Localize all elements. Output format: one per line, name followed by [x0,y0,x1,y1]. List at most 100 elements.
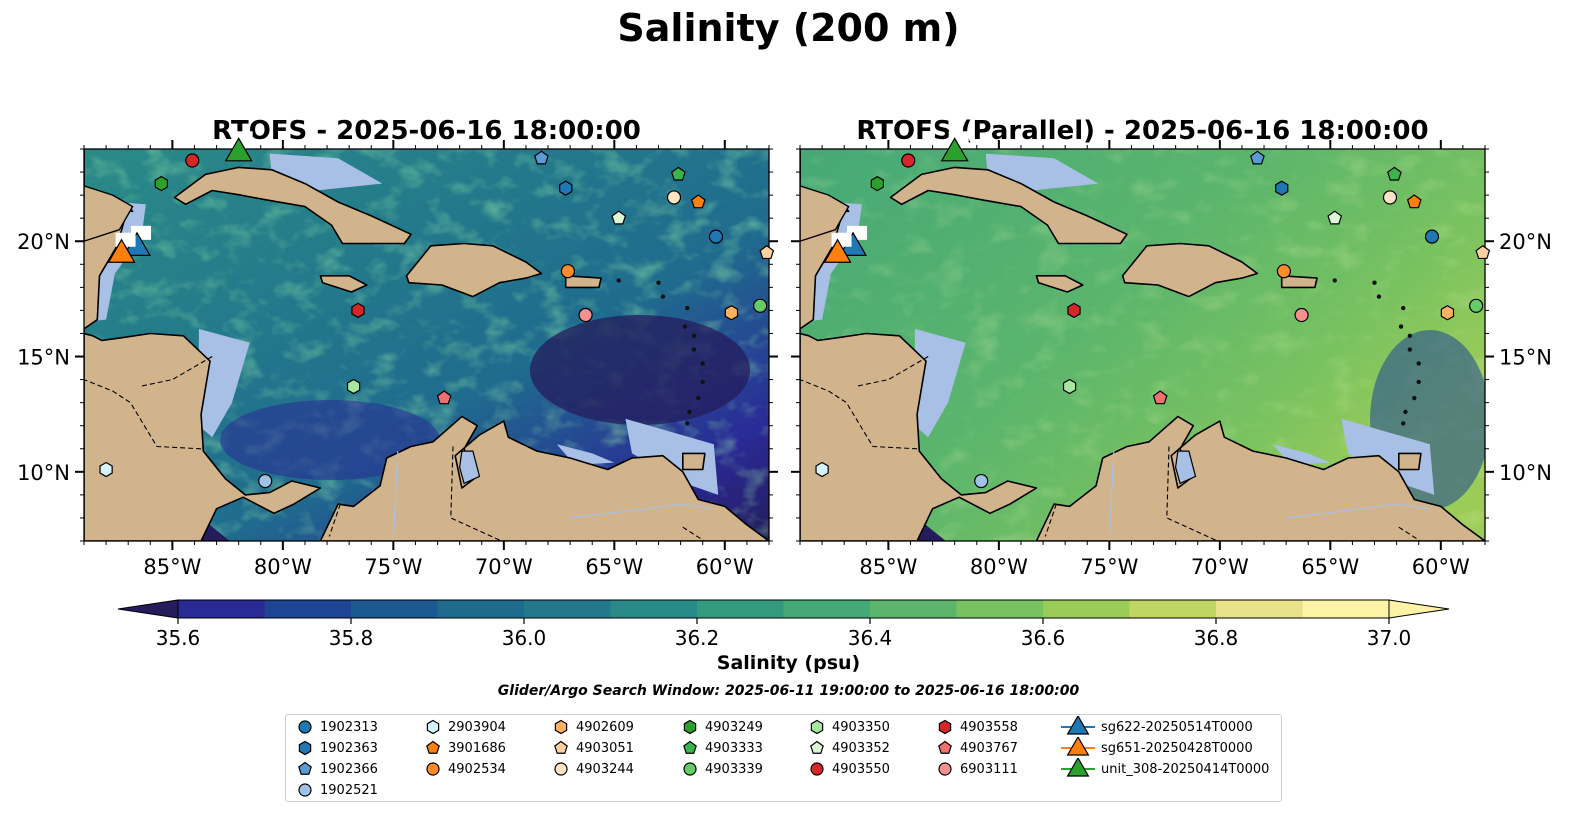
legend-marker-1902313 [298,720,312,734]
legend-label: 4903244 [576,761,634,777]
legend-glyph [426,762,440,776]
legend-label: 1902366 [320,761,378,777]
legend-item-4903350: 4903350 [808,717,890,737]
land-trinidad [681,452,706,471]
legend-item-3901686: 3901686 [424,738,506,758]
argo-marker-1902363 [559,180,573,196]
map-frame [799,148,1486,542]
argo-marker-2903904 [99,461,113,478]
legend-label: 6903111 [960,761,1018,777]
argo-marker-4902534 [1276,264,1292,279]
island-dot [1332,278,1337,283]
legend-marker-4903350 [810,719,824,735]
colorbar-frame [177,599,1390,619]
legend-label: 1902521 [320,782,378,798]
y-tick-label: 10°N [1499,461,1552,485]
legend-glyph [554,762,568,776]
land-trinidad [1398,452,1422,471]
x-tick-label: 75°W [1080,555,1138,579]
argo-marker-1902521 [258,473,273,489]
colorbar-bin [437,600,525,618]
argo-marker-4903249 [870,175,885,192]
river [1286,503,1430,519]
colorbar-bin [1302,600,1390,618]
land-puertorico [1280,274,1318,289]
argo-marker-1902366 [534,150,549,165]
legend-marker-4902609 [554,719,568,735]
legend-glyph [426,719,440,735]
legend-marker-1902521 [298,783,312,797]
island-dot [700,379,705,385]
argo-marker-4903249 [154,175,168,192]
land-hispaniola [1121,242,1259,298]
argo-marker-1902366 [1250,150,1265,165]
island-dot [682,324,688,329]
legend-marker-4903558 [938,719,952,735]
legend-item-1902363: 1902363 [296,738,378,758]
legend-marker-3901686 [426,740,440,754]
colorbar: 35.6 35.8 36.0 36.2 36.4 36.6 36.8 37.0 [117,599,1450,650]
shallow-shelf [198,328,250,438]
legend-label: unit_308-20250414T0000 [1101,761,1270,777]
land-jamaica [319,274,368,293]
land-cuba [173,166,412,245]
legend-label: 4903350 [832,719,890,735]
country-border [328,503,341,537]
legend-item-sg651-20250428T0000: sg651-20250428T0000 [1061,737,1253,758]
legend-glyph [683,719,697,735]
legend-marker-4903550 [810,762,824,776]
island-dot [685,421,690,426]
glider-marker-unit_308-20250414T0000 [940,137,969,162]
argo-marker-6903111 [578,307,593,323]
legend-item-6903111: 6903111 [936,759,1018,779]
legend-label: 4903352 [832,740,890,756]
legend-label: 4902609 [576,719,634,735]
legend-marker-4903333 [683,740,697,754]
country-border [1044,503,1057,537]
legend-item-4903352: 4903352 [808,738,890,758]
legend-marker-6903111 [938,762,952,776]
legend-label: 4903333 [705,740,763,756]
argo-marker-3901686 [690,194,706,209]
fresh-water-core [220,400,440,480]
legend-label: sg622-20250514T0000 [1101,719,1253,735]
figure-title: Salinity (200 m) [617,6,960,50]
land-cuba [889,166,1128,245]
legend-item-4902609: 4902609 [552,717,634,737]
colorbar-bin [351,600,438,618]
colorbar-tick-label: 37.0 [1367,626,1412,650]
colorbar-tick-label: 35.8 [329,626,374,650]
legend-label: 4903051 [576,740,634,756]
land-jamaica [1035,274,1084,293]
shallow-shelf [914,328,966,438]
island-dot [1401,305,1406,311]
lake-maracaibo [458,450,481,485]
argo-marker-4903550 [185,153,200,168]
island-dot [616,278,621,283]
panel-title: RTOFS - 2025-06-16 18:00:00 [212,116,641,146]
legend-label: 1902363 [320,740,378,756]
colorbar-tick-label: 36.2 [675,626,720,650]
legend-marker-4903244 [554,762,568,776]
argo-marker-4903352 [1327,210,1343,225]
legend-label: 4903249 [705,719,763,735]
colorbar-extend-low [117,599,179,619]
legend-label: 1902313 [320,719,378,735]
land-hispaniola [405,242,543,298]
legend-glyph [938,762,952,776]
island-dot [1376,294,1382,299]
legend-glyph [1066,716,1090,735]
legend-item-4903550: 4903550 [808,759,890,779]
country-border [139,356,213,388]
island-dot [1398,324,1404,329]
island-dot [1401,421,1406,426]
y-tick-label: 15°N [1499,346,1552,370]
colorbar-bin [697,600,784,618]
colorbar-bin [1216,600,1303,618]
legend-item-4903558: 4903558 [936,717,1018,737]
legend-marker-1902363 [298,740,312,756]
colorbar-bin [178,600,265,618]
legend-marker-sg622-20250514T0000 [1061,716,1095,735]
colorbar-tick-label: 36.4 [848,626,893,650]
x-tick-label: 80°W [254,555,312,579]
